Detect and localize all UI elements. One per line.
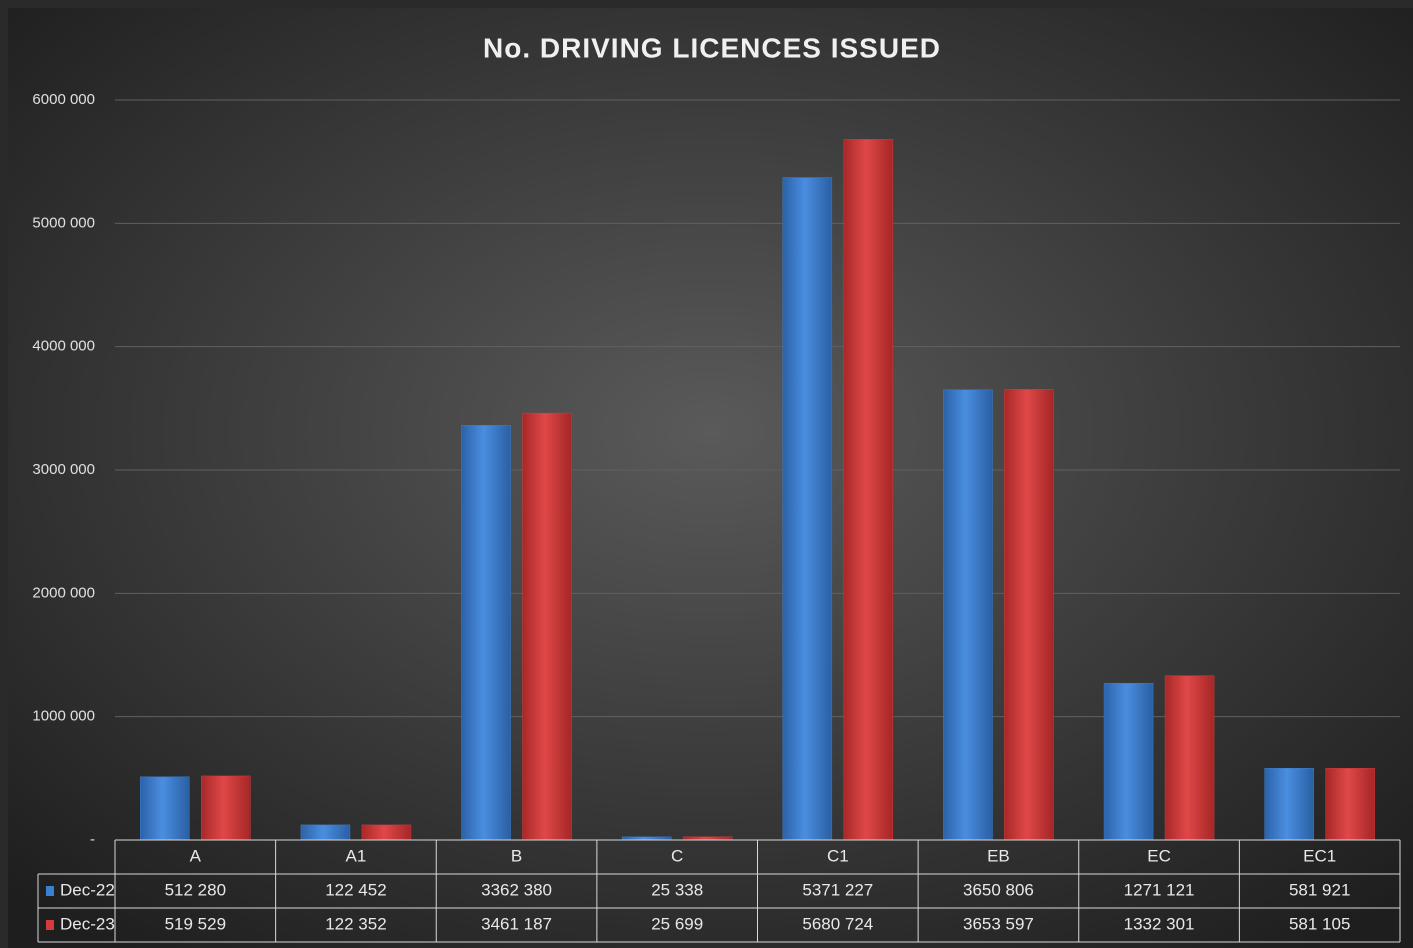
bar bbox=[1004, 389, 1054, 841]
bar bbox=[1325, 768, 1375, 841]
table-value: 3653 597 bbox=[963, 914, 1034, 933]
bar bbox=[782, 177, 833, 841]
bar bbox=[1164, 675, 1215, 841]
bar bbox=[361, 824, 412, 841]
y-tick-label: 6000 000 bbox=[32, 91, 95, 108]
chart-title: No. DRIVING LICENCES ISSUED bbox=[483, 32, 941, 63]
x-tick-label: EC1 bbox=[1303, 846, 1336, 865]
bar bbox=[943, 389, 993, 841]
table-value: 3461 187 bbox=[481, 914, 552, 933]
table-value: 1332 301 bbox=[1124, 914, 1195, 933]
table-value: 519 529 bbox=[165, 914, 226, 933]
legend-key bbox=[46, 886, 54, 896]
table-value: 122 352 bbox=[325, 914, 386, 933]
table-value: 3362 380 bbox=[481, 880, 552, 899]
table-value: 1271 121 bbox=[1124, 880, 1195, 899]
table-value: 5680 724 bbox=[802, 914, 873, 933]
bar bbox=[140, 776, 190, 841]
y-tick-label: - bbox=[90, 831, 95, 848]
y-tick-label: 1000 000 bbox=[32, 708, 95, 725]
bar bbox=[300, 824, 351, 841]
legend-key bbox=[46, 920, 54, 930]
bar bbox=[461, 425, 511, 841]
x-tick-label: A1 bbox=[346, 846, 367, 865]
table-value: 5371 227 bbox=[802, 880, 873, 899]
bar bbox=[201, 775, 251, 841]
table-value: 25 699 bbox=[651, 914, 703, 933]
y-tick-label: 3000 000 bbox=[32, 461, 95, 478]
x-tick-label: B bbox=[511, 846, 522, 865]
bar bbox=[1103, 682, 1154, 841]
y-tick-label: 2000 000 bbox=[32, 584, 95, 601]
bar bbox=[522, 412, 572, 841]
y-tick-label: 5000 000 bbox=[32, 214, 95, 231]
table-value: 122 452 bbox=[325, 880, 386, 899]
x-tick-label: A bbox=[190, 846, 202, 865]
x-tick-label: EB bbox=[987, 846, 1010, 865]
table-value: 25 338 bbox=[651, 880, 703, 899]
table-value: 3650 806 bbox=[963, 880, 1034, 899]
x-tick-label: C1 bbox=[827, 846, 849, 865]
bar bbox=[843, 139, 894, 841]
table-value: 581 921 bbox=[1289, 880, 1350, 899]
x-tick-label: C bbox=[671, 846, 683, 865]
table-value: 581 105 bbox=[1289, 914, 1350, 933]
legend-label: Dec-23 bbox=[60, 914, 115, 933]
x-tick-label: EC bbox=[1147, 846, 1171, 865]
y-tick-label: 4000 000 bbox=[32, 338, 95, 355]
legend-label: Dec-22 bbox=[60, 880, 115, 899]
bar bbox=[1264, 767, 1314, 841]
table-value: 512 280 bbox=[165, 880, 226, 899]
